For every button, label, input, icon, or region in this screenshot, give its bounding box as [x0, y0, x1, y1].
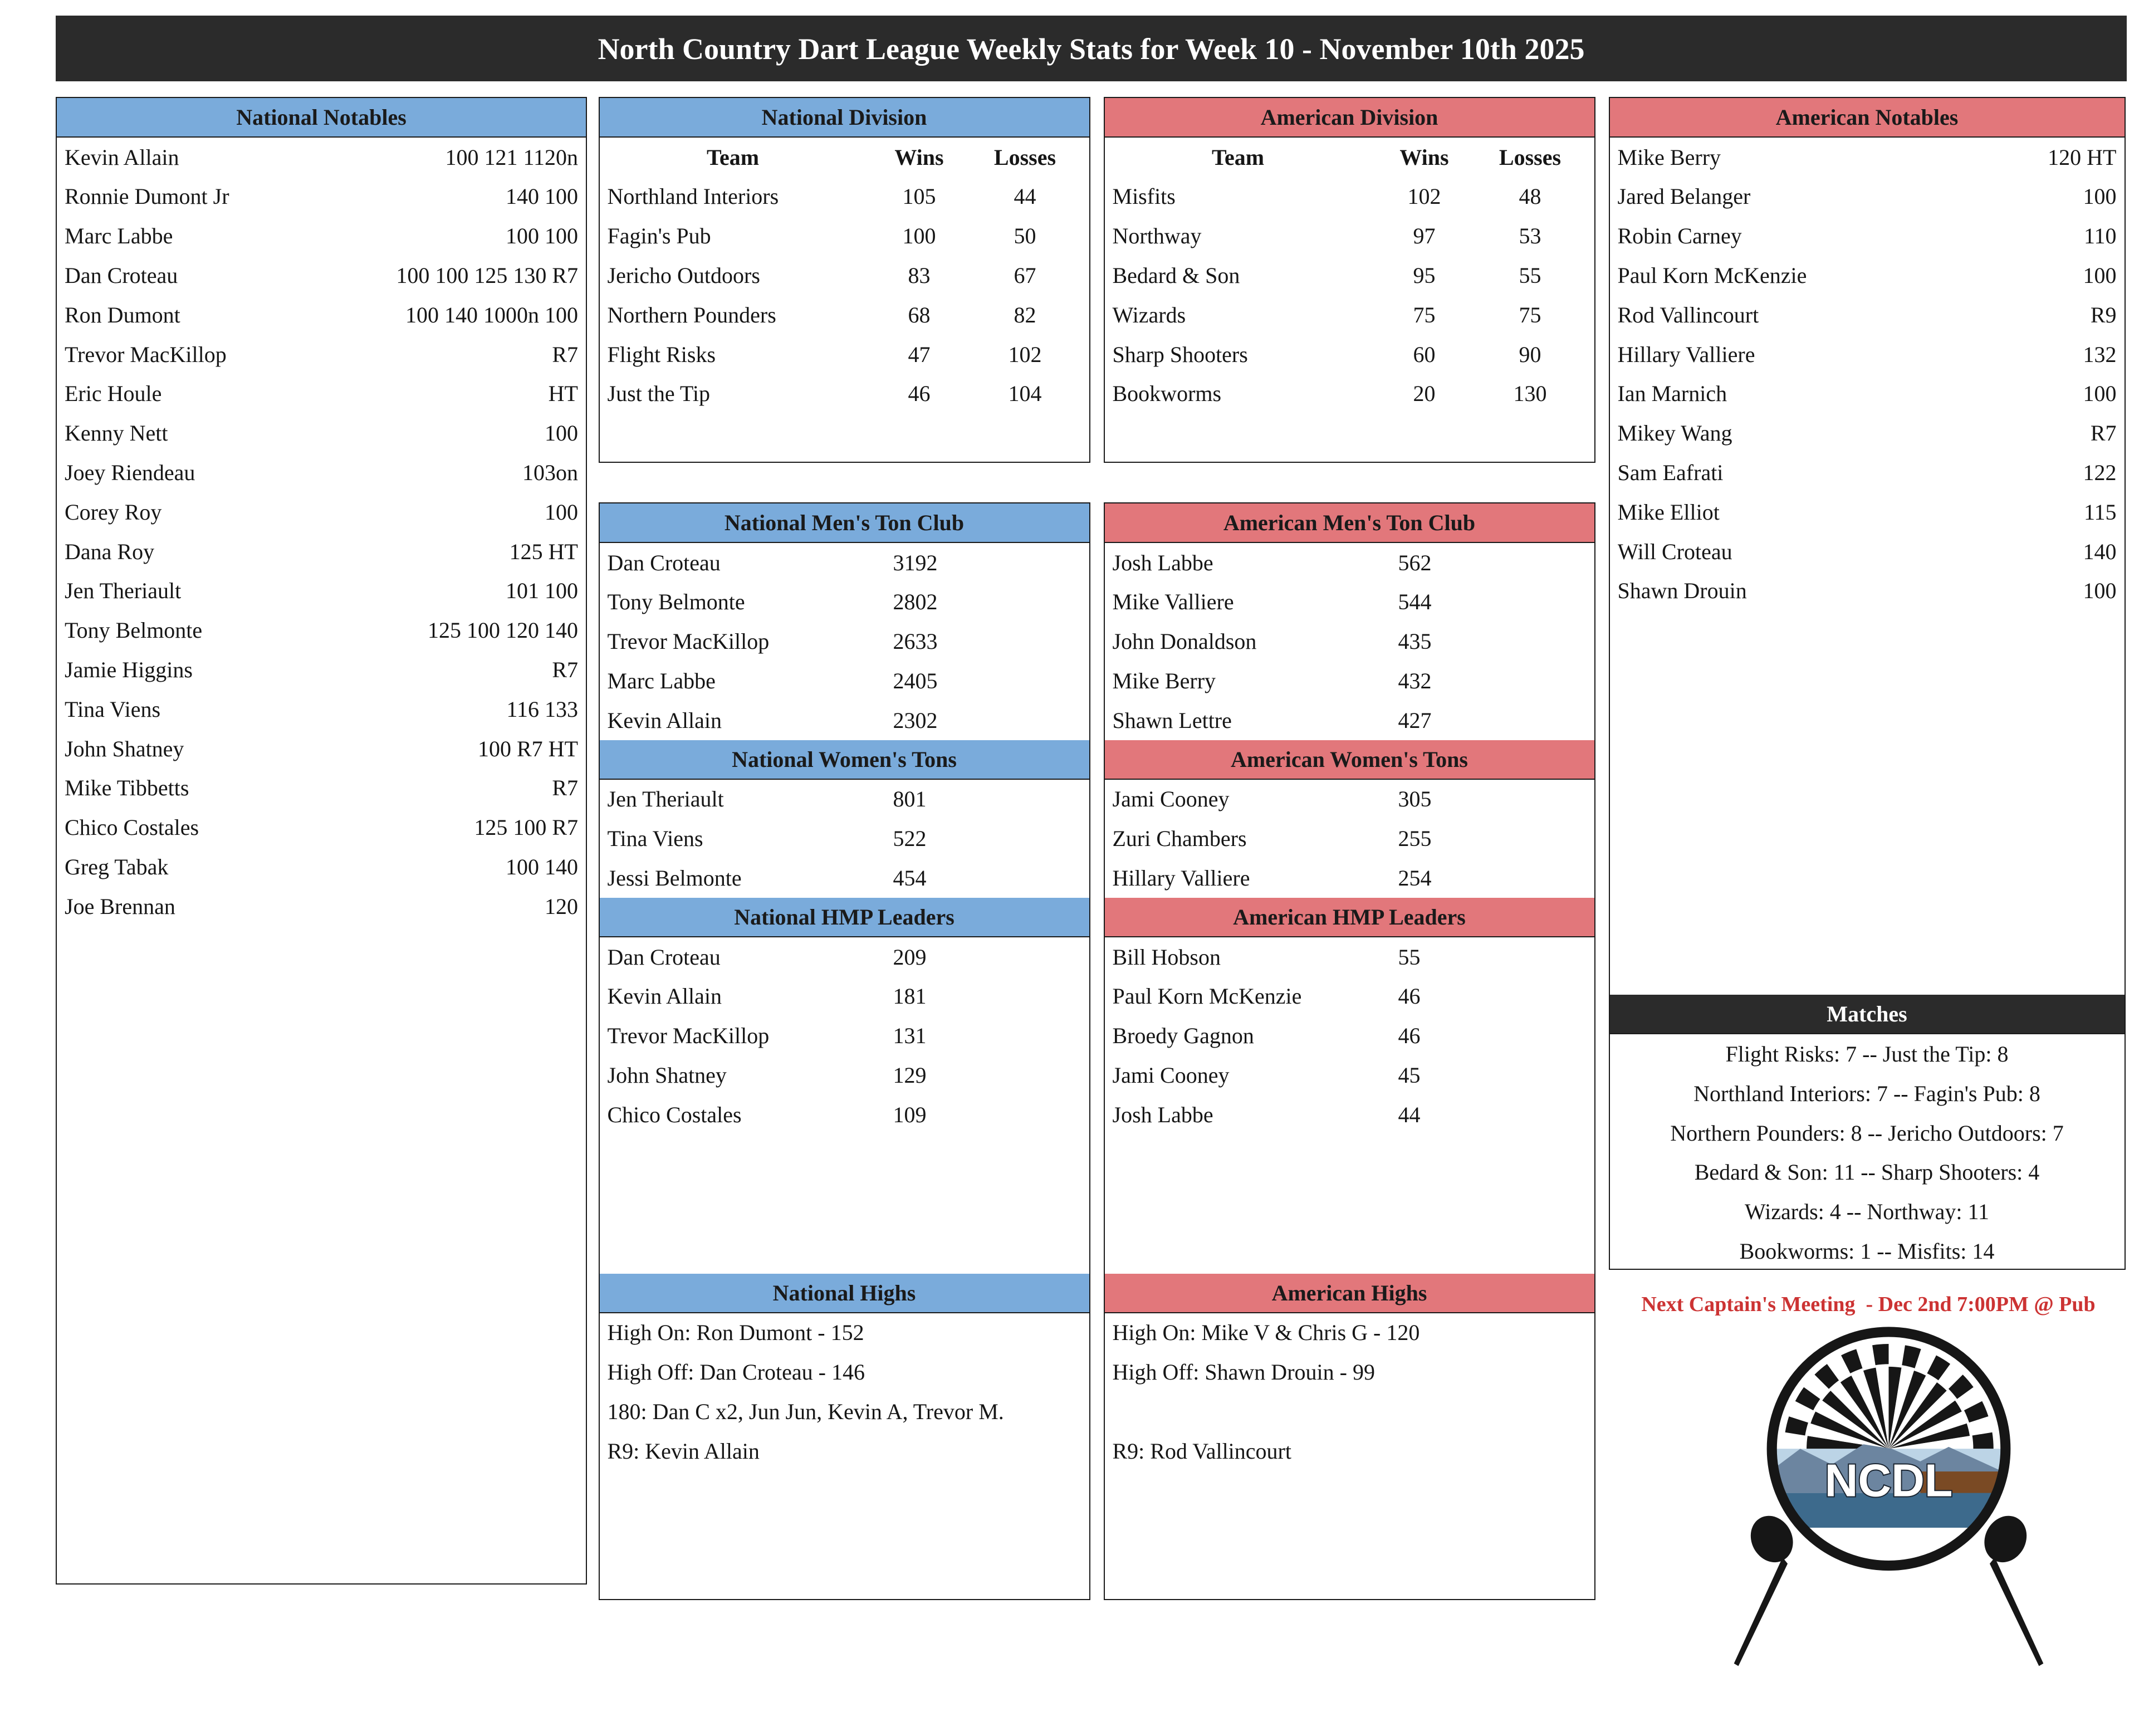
svg-text:NCDL: NCDL: [1825, 1454, 1953, 1506]
